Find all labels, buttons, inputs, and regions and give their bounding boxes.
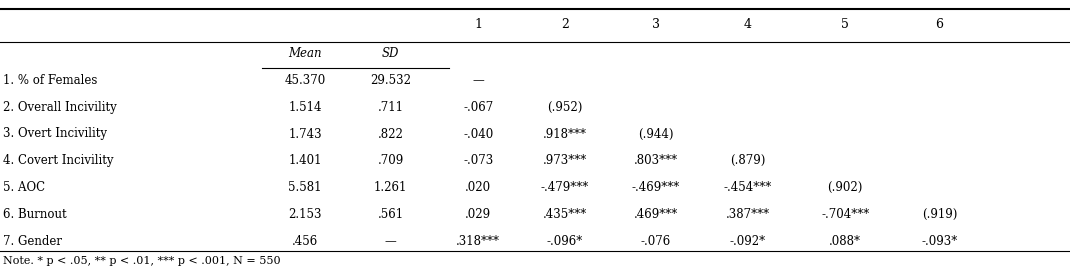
Text: SD: SD — [382, 47, 399, 60]
Text: 7. Gender: 7. Gender — [3, 235, 62, 248]
Text: 5.581: 5.581 — [288, 181, 322, 194]
Text: 4: 4 — [744, 18, 752, 31]
Text: 2: 2 — [561, 18, 569, 31]
Text: -.479***: -.479*** — [540, 181, 590, 194]
Text: -.469***: -.469*** — [631, 181, 681, 194]
Text: 1.743: 1.743 — [288, 128, 322, 140]
Text: (.879): (.879) — [730, 154, 766, 167]
Text: .469***: .469*** — [633, 208, 678, 221]
Text: 2. Overall Incivility: 2. Overall Incivility — [3, 101, 117, 114]
Text: -.093*: -.093* — [921, 235, 958, 248]
Text: 3. Overt Incivility: 3. Overt Incivility — [3, 128, 107, 140]
Text: 5. AOC: 5. AOC — [3, 181, 45, 194]
Text: 6: 6 — [935, 18, 944, 31]
Text: (.944): (.944) — [638, 128, 674, 140]
Text: (.952): (.952) — [547, 101, 583, 114]
Text: .822: .822 — [378, 128, 403, 140]
Text: (.902): (.902) — [827, 181, 863, 194]
Text: 1.514: 1.514 — [288, 101, 322, 114]
Text: Note. * p < .05, ** p < .01, *** p < .001, N = 550: Note. * p < .05, ** p < .01, *** p < .00… — [3, 256, 280, 266]
Text: 5: 5 — [841, 18, 850, 31]
Text: 6. Burnout: 6. Burnout — [3, 208, 66, 221]
Text: .973***: .973*** — [542, 154, 587, 167]
Text: -.704***: -.704*** — [821, 208, 870, 221]
Text: 1. % of Females: 1. % of Females — [3, 74, 97, 87]
Text: Mean: Mean — [288, 47, 322, 60]
Text: 3: 3 — [652, 18, 660, 31]
Text: 29.532: 29.532 — [370, 74, 411, 87]
Text: .709: .709 — [378, 154, 403, 167]
Text: .029: .029 — [465, 208, 491, 221]
Text: 45.370: 45.370 — [285, 74, 325, 87]
Text: -.073: -.073 — [463, 154, 493, 167]
Text: 1.401: 1.401 — [288, 154, 322, 167]
Text: (.919): (.919) — [921, 208, 958, 221]
Text: -.076: -.076 — [641, 235, 671, 248]
Text: 2.153: 2.153 — [288, 208, 322, 221]
Text: .088*: .088* — [829, 235, 861, 248]
Text: -.454***: -.454*** — [723, 181, 773, 194]
Text: 1.261: 1.261 — [373, 181, 408, 194]
Text: .435***: .435*** — [542, 208, 587, 221]
Text: 4. Covert Incivility: 4. Covert Incivility — [3, 154, 113, 167]
Text: -.092*: -.092* — [730, 235, 766, 248]
Text: -.067: -.067 — [463, 101, 493, 114]
Text: .020: .020 — [465, 181, 491, 194]
Text: .561: .561 — [378, 208, 403, 221]
Text: .711: .711 — [378, 101, 403, 114]
Text: -.096*: -.096* — [547, 235, 583, 248]
Text: 1: 1 — [474, 18, 483, 31]
Text: .456: .456 — [292, 235, 318, 248]
Text: —: — — [385, 235, 396, 248]
Text: .387***: .387*** — [725, 208, 770, 221]
Text: .318***: .318*** — [456, 235, 501, 248]
Text: .803***: .803*** — [633, 154, 678, 167]
Text: -.040: -.040 — [463, 128, 493, 140]
Text: —: — — [473, 74, 484, 87]
Text: .918***: .918*** — [542, 128, 587, 140]
